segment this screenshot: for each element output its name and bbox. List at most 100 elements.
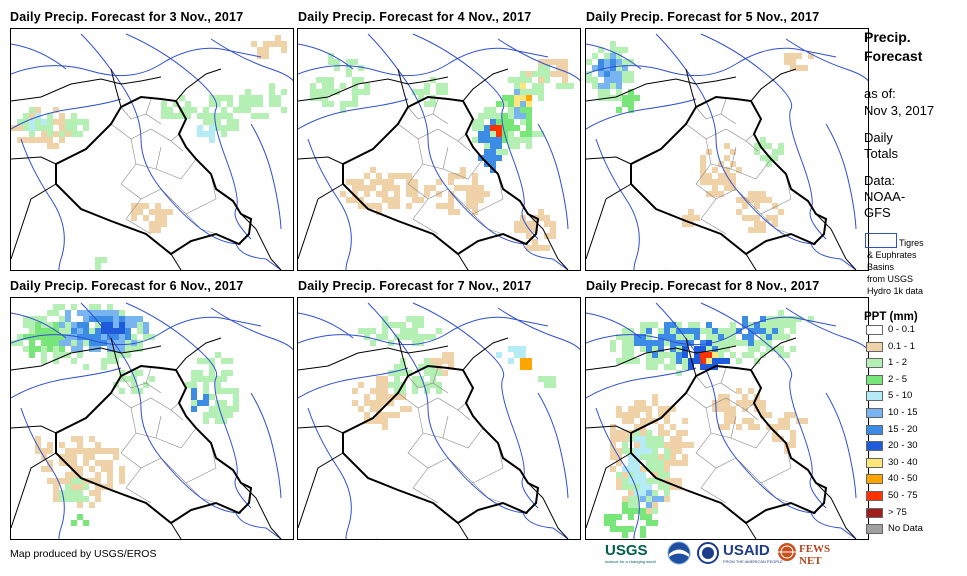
legend-class-label: 10 - 15 [888, 407, 918, 418]
basin-boundary [298, 316, 549, 346]
legend-swatch [866, 325, 883, 335]
legend-title-2: Forecast [864, 48, 923, 64]
basin-boundary [11, 312, 67, 339]
basin-boundary [11, 43, 67, 70]
iraq-border [55, 95, 253, 256]
district-boundary [160, 442, 217, 484]
district-boundary [735, 173, 792, 215]
district-boundary [432, 98, 439, 115]
basin-boundary [522, 512, 569, 539]
legend-title-1: Precip. [864, 29, 911, 45]
legend-class-label: 20 - 30 [888, 440, 918, 452]
country-border [175, 68, 282, 270]
forecast-map-1 [10, 28, 294, 271]
fewsnet-globe-icon [778, 543, 796, 561]
basin-boundary [522, 243, 569, 270]
basin-boundary [412, 33, 539, 240]
legend-swatch [866, 474, 883, 485]
basin-boundary [825, 123, 857, 230]
basin-text-3: Basins [867, 262, 895, 272]
noaa-logo [667, 541, 691, 565]
basin-boundary [586, 43, 642, 70]
basin-boundary [367, 33, 529, 245]
panel-title: Daily Precip. Forecast for 5 Nov., 2017 [586, 10, 820, 24]
legend-data-2: NOAA- [864, 189, 906, 204]
basin-boundary [307, 138, 378, 270]
legend-class-label: 0.1 - 1 [888, 340, 915, 352]
iraq-border [342, 95, 540, 256]
country-border [462, 337, 569, 539]
basin-boundary [785, 38, 868, 89]
basin-boundary [298, 43, 354, 70]
district-boundary [110, 392, 180, 411]
legend-totals-1: Daily [864, 130, 893, 145]
legend-swatch [866, 374, 883, 385]
basin-boundary [595, 407, 666, 539]
country-border [586, 337, 737, 434]
district-boundary [720, 367, 727, 384]
forecast-map-4 [10, 297, 294, 540]
basin-boundary [700, 302, 827, 509]
forecast-map-5 [297, 297, 581, 540]
country-border [11, 337, 162, 434]
basin-boundary [586, 316, 837, 346]
legend-class-label: No Data [888, 523, 923, 535]
district-boundary [695, 375, 737, 394]
forecast-map-2 [297, 28, 581, 271]
basin-boundary [235, 512, 282, 539]
legend-class-label: 40 - 50 [888, 473, 918, 485]
district-boundary [700, 198, 727, 235]
usgs-logo-wordmark: USGS [605, 542, 648, 559]
district-boundary [155, 158, 197, 180]
basin-boundary [298, 47, 549, 77]
district-boundary [417, 138, 449, 170]
legend-swatch [866, 491, 883, 501]
district-boundary [432, 367, 439, 384]
district-boundary [145, 367, 152, 384]
country-border [175, 337, 282, 539]
country-border [586, 183, 757, 270]
legend-class-label: 5 - 10 [888, 390, 913, 402]
district-boundary [472, 213, 504, 235]
legend-class-label: 30 - 40 [888, 456, 918, 468]
basin-boundary [595, 138, 666, 270]
panel-title: Daily Precip. Forecast for 7 Nov., 2017 [298, 279, 532, 293]
district-boundary [397, 392, 467, 411]
district-boundary [745, 140, 759, 152]
usaid-logo: USAID FROM THE AMERICAN PEOPLE [723, 542, 783, 564]
district-boundary [442, 158, 484, 180]
logo-bar: USGS science for a changing world USAID … [605, 540, 855, 570]
district-boundary [160, 173, 217, 215]
basin-boundary [298, 367, 409, 399]
map-credit: Map produced by USGS/EROS [10, 548, 157, 560]
basin-boundary [11, 47, 262, 77]
district-boundary [130, 407, 162, 439]
basin-boundary [250, 123, 282, 230]
basin-boundary [250, 392, 282, 499]
legend-swatch [866, 507, 883, 518]
basin-boundary [700, 33, 827, 240]
basin-boundary [655, 33, 817, 245]
district-boundary [185, 213, 217, 235]
basin-boundary [11, 316, 262, 346]
legend-swatch [866, 457, 883, 468]
district-boundary [417, 407, 449, 439]
legend-class-label: 0 - 0.1 [888, 324, 915, 335]
basin-boundary [298, 98, 409, 130]
basin-boundary [125, 33, 252, 240]
panel-title: Daily Precip. Forecast for 4 Nov., 2017 [298, 10, 532, 24]
legend-totals-2: Totals [864, 146, 898, 161]
district-boundary [120, 106, 162, 125]
district-boundary [685, 123, 755, 142]
country-border [586, 452, 757, 539]
district-boundary [412, 198, 439, 235]
district-boundary [120, 375, 162, 394]
basin-boundary [586, 98, 697, 130]
legend-class-label: > 75 [888, 506, 907, 518]
district-boundary [412, 467, 439, 504]
legend-swatch [866, 524, 883, 535]
basin-boundary [655, 302, 817, 514]
country-border [11, 452, 182, 539]
basin-boundary [367, 302, 529, 514]
usgs-logo: USGS science for a changing world [605, 542, 656, 564]
